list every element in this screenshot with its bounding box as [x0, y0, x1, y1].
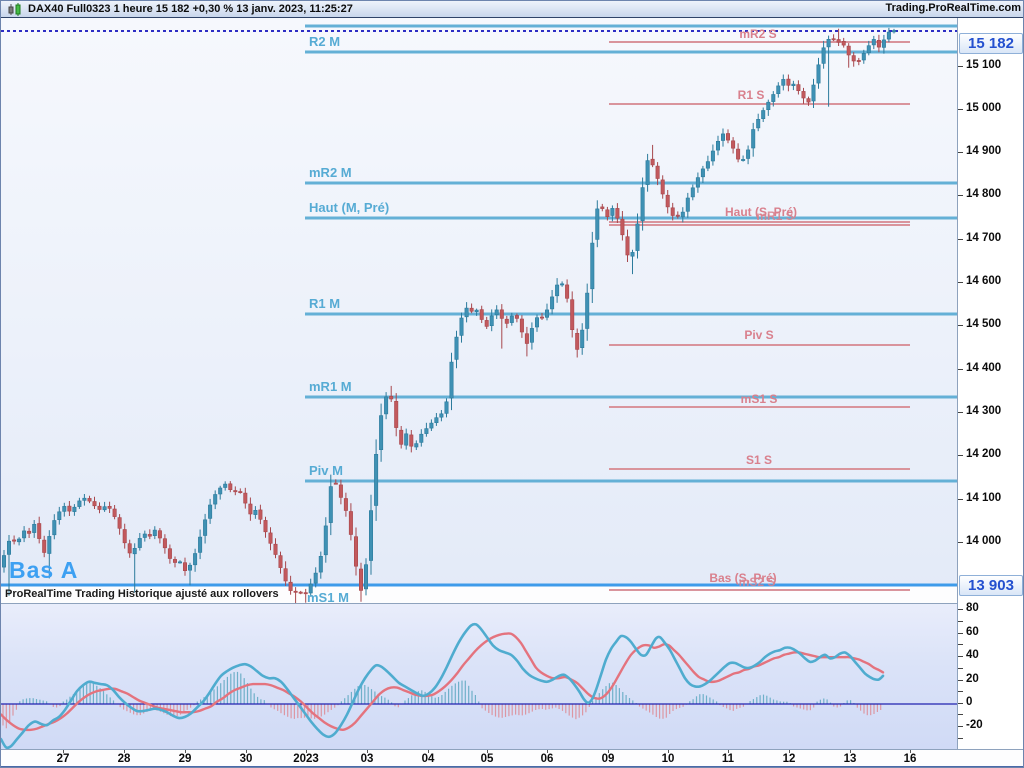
- axis-tick: [958, 726, 963, 727]
- time-tick-label: 30: [239, 753, 253, 765]
- price-tick-label: 14 500: [966, 318, 1002, 330]
- level-price-marker: 13 903: [959, 575, 1023, 596]
- axis-tick: [958, 195, 963, 196]
- time-tick-label: 28: [117, 753, 131, 765]
- time-tick-label: 16: [903, 753, 917, 765]
- time-tick-label: 03: [360, 753, 374, 765]
- axis-tick: [958, 656, 963, 657]
- time-tick-label: 11: [721, 753, 735, 765]
- axis-tick: [958, 152, 963, 153]
- instrument-title: DAX40 Full0323 1 heure 15 182 +0,30 % 13…: [28, 3, 353, 15]
- time-tick: [367, 750, 368, 753]
- time-tick: [728, 750, 729, 753]
- price-tick-label: 14 800: [966, 188, 1002, 200]
- price-tick-label: 14 200: [966, 448, 1002, 460]
- axis-tick: [958, 542, 963, 543]
- oscillator-red-line: [1, 632, 885, 732]
- time-tick: [246, 750, 247, 753]
- price-tick-label: 14 300: [966, 405, 1002, 417]
- axis-tick: [958, 66, 963, 67]
- time-axis[interactable]: 27 28 29 30 2023 03 04 05 06 09 10 11 12 13 16: [1, 749, 1023, 767]
- axis-tick: [958, 703, 963, 704]
- time-tick: [487, 750, 488, 753]
- axis-tick: [958, 633, 963, 634]
- price-axis[interactable]: 15 100 15 000 14 900 14 800 14 700 14 600 14 5…: [957, 18, 1023, 749]
- time-tick: [910, 750, 911, 753]
- price-tick-label: 14 700: [966, 232, 1002, 244]
- axis-tick: [958, 680, 963, 681]
- time-tick: [306, 750, 307, 753]
- candlestick-icon: [7, 2, 23, 16]
- time-tick: [668, 750, 669, 753]
- axis-tick: [958, 239, 963, 240]
- osc-tick-label: 20: [966, 673, 979, 685]
- title-bar[interactable]: DAX40 Full0323 1 heure 15 182 +0,30 % 13…: [1, 1, 1023, 18]
- time-tick: [124, 750, 125, 753]
- time-tick-label: 27: [56, 753, 70, 765]
- time-tick-label: 05: [480, 753, 494, 765]
- axis-tick: [958, 621, 963, 622]
- time-tick-label: 04: [421, 753, 435, 765]
- axis-tick: [958, 109, 963, 110]
- watermark: ProRealTime Trading Historique ajusté au…: [5, 588, 279, 600]
- candlestick-chart[interactable]: [1, 18, 957, 603]
- time-tick-label: 10: [661, 753, 675, 765]
- time-tick-label: 13: [843, 753, 857, 765]
- axis-tick: [958, 369, 963, 370]
- time-tick: [547, 750, 548, 753]
- last-price-marker: 15 182: [959, 33, 1023, 54]
- axis-tick: [958, 668, 963, 669]
- time-tick: [789, 750, 790, 753]
- time-tick: [608, 750, 609, 753]
- time-tick: [63, 750, 64, 753]
- osc-tick-label: 60: [966, 626, 979, 638]
- osc-tick-label: 80: [966, 602, 979, 614]
- price-tick-label: 14 400: [966, 362, 1002, 374]
- price-tick-label: 14 100: [966, 492, 1002, 504]
- time-tick-label: 06: [540, 753, 554, 765]
- oscillator-blue-line: [1, 622, 885, 750]
- osc-tick-label: 40: [966, 649, 979, 661]
- price-tick-label: 15 100: [966, 59, 1002, 71]
- oscillator-chart[interactable]: [1, 604, 957, 750]
- axis-tick: [958, 644, 963, 645]
- axis-tick: [958, 499, 963, 500]
- price-tick-label: 14 000: [966, 535, 1002, 547]
- time-tick-label: 12: [782, 753, 796, 765]
- axis-tick: [958, 455, 963, 456]
- time-tick-label: 09: [601, 753, 615, 765]
- osc-tick-label: 0: [966, 696, 973, 708]
- axis-tick: [958, 714, 963, 715]
- axis-tick: [958, 282, 963, 283]
- price-tick-label: 14 600: [966, 275, 1002, 287]
- axis-tick: [958, 325, 963, 326]
- time-tick: [185, 750, 186, 753]
- indicator-panel[interactable]: [1, 603, 957, 750]
- time-tick-label: 29: [178, 753, 192, 765]
- axis-tick: [958, 691, 963, 692]
- price-tick-label: 14 900: [966, 145, 1002, 157]
- axis-tick: [958, 609, 963, 610]
- time-tick: [850, 750, 851, 753]
- platform-link[interactable]: Trading.ProRealTime.com: [885, 2, 1021, 14]
- time-tick-label: 2023: [293, 753, 319, 765]
- axis-tick: [958, 412, 963, 413]
- time-tick: [428, 750, 429, 753]
- window-bottom-border: [1, 766, 1023, 767]
- osc-tick-label: -20: [966, 719, 983, 731]
- price-tick-label: 15 000: [966, 102, 1002, 114]
- axis-tick: [958, 738, 963, 739]
